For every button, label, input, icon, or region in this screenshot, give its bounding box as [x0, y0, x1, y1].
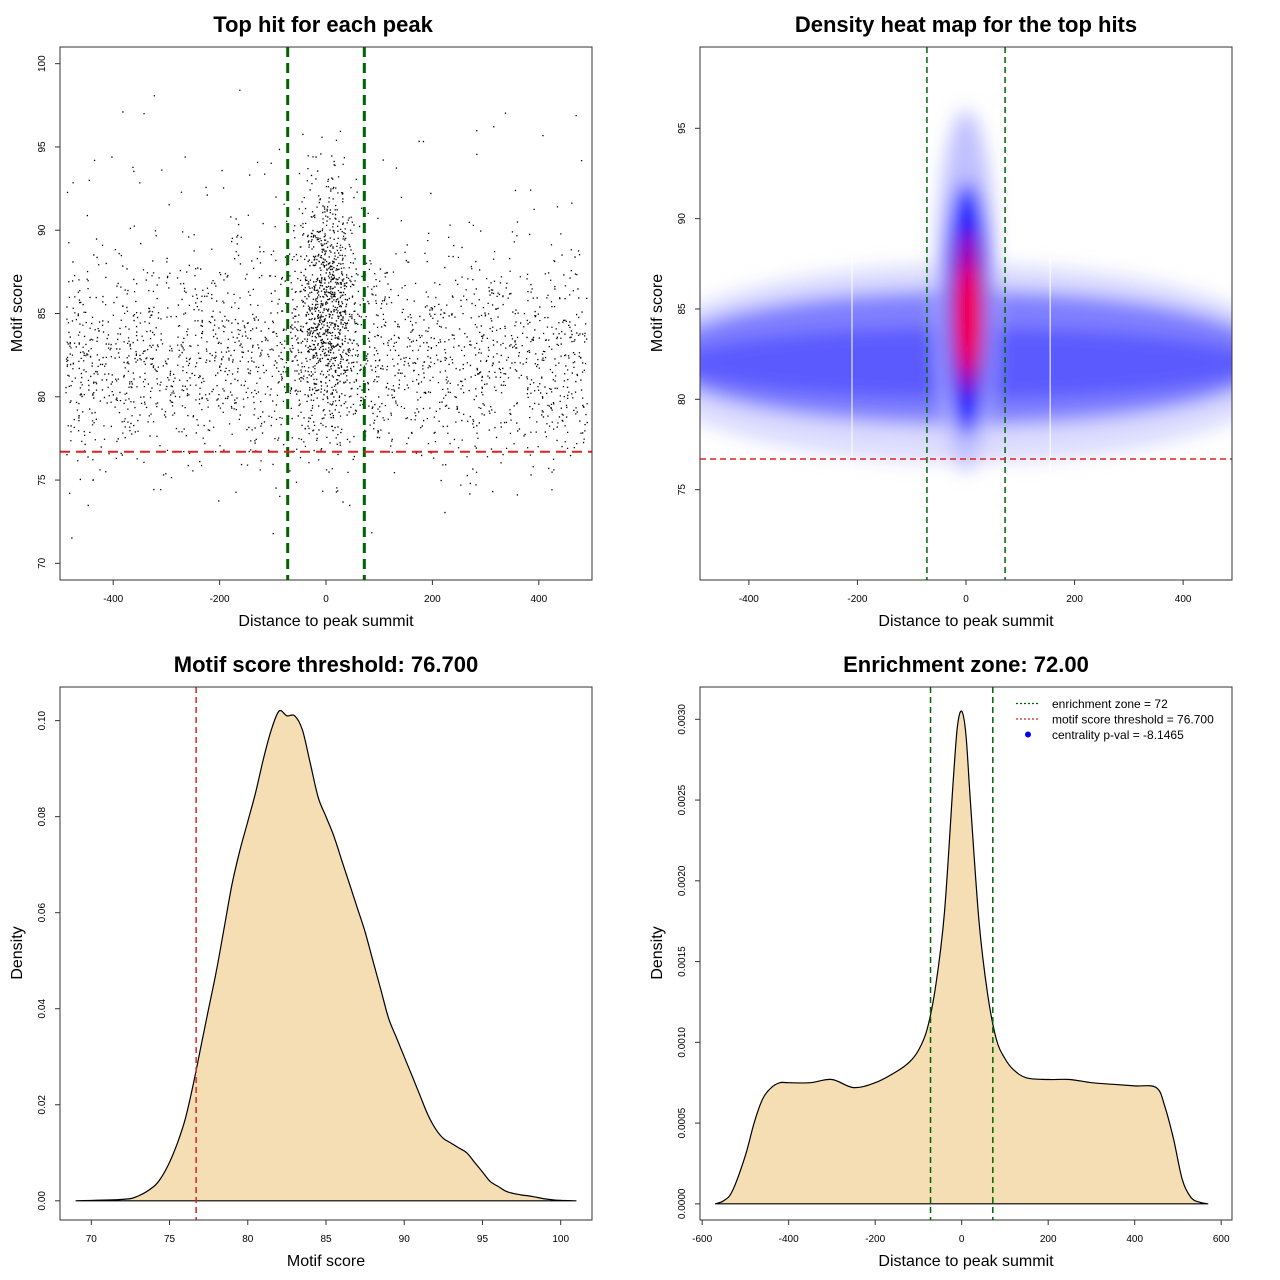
density-area	[714, 710, 1209, 1205]
y-axis-label: Motif score	[9, 274, 26, 352]
density-layers	[700, 110, 1232, 472]
x-tick-label: 400	[1175, 594, 1192, 605]
x-axis-label: Distance to peak summit	[238, 613, 414, 630]
chart-title: Enrichment zone: 72.00	[843, 652, 1089, 677]
x-tick-label: 70	[86, 1234, 98, 1245]
x-tick-label: -400	[103, 594, 123, 605]
x-tick-label: 80	[242, 1234, 254, 1245]
y-axis: 75 80 85 90 95	[677, 122, 700, 495]
reference-lines	[929, 687, 994, 1220]
y-tick-label: 0.0010	[677, 1027, 688, 1058]
x-tick-label: 100	[552, 1234, 569, 1245]
y-tick-label: 90	[677, 213, 688, 225]
y-axis: 0.00 0.02 0.04 0.06 0.08 0.10	[37, 710, 60, 1211]
x-tick-label: 0	[323, 594, 329, 605]
x-tick-label: 0	[959, 1234, 965, 1245]
x-tick-label: -400	[779, 1234, 799, 1245]
chart-title: Top hit for each peak	[213, 12, 433, 37]
chart-title: Motif score threshold: 76.700	[174, 652, 478, 677]
x-axis-label: Motif score	[287, 1253, 365, 1270]
x-tick-label: 85	[320, 1234, 332, 1245]
panel-scatter: Top hit for each peak Distance to peak s…	[9, 12, 593, 630]
legend-marker	[1025, 731, 1031, 738]
y-tick-label: 85	[37, 308, 48, 320]
x-axis-label: Distance to peak summit	[878, 613, 1054, 630]
plot-frame	[699, 686, 1233, 1221]
y-axis: 0.0000 0.0005 0.0010 0.0015 0.0020 0.0025 0.00…	[677, 704, 700, 1219]
y-tick-label: 95	[37, 141, 48, 153]
heatmap-density	[700, 110, 1232, 472]
scatter-point	[65, 89, 588, 539]
y-tick-label: 0.00	[37, 1191, 48, 1211]
legend: enrichment zone = 72 motif score threshol…	[1016, 697, 1214, 742]
plot-frame	[59, 46, 593, 581]
x-axis: -400 -200 0 200 400	[739, 580, 1192, 605]
panel-distance-density: Enrichment zone: 72.00 Distance to peak …	[649, 652, 1233, 1270]
reference-lines	[700, 47, 1232, 580]
y-tick-label: 90	[37, 224, 48, 236]
y-axis-label: Density	[649, 926, 666, 979]
y-tick-label: 95	[677, 122, 688, 134]
y-tick-label: 0.06	[37, 903, 48, 923]
x-axis: 70 75 80 85 90 95 100	[86, 1220, 569, 1245]
x-tick-label: -200	[865, 1234, 885, 1245]
scatter-points	[65, 89, 588, 539]
plot-frame	[699, 46, 1233, 581]
legend-label: motif score threshold = 76.700	[1052, 713, 1214, 727]
y-tick-label: 80	[677, 393, 688, 405]
y-tick-label: 0.0015	[677, 946, 688, 977]
y-tick-label: 0.04	[37, 999, 48, 1019]
x-tick-label: 200	[1066, 594, 1083, 605]
y-tick-label: 0.08	[37, 806, 48, 826]
legend-label: enrichment zone = 72	[1052, 697, 1168, 711]
x-tick-label: 200	[424, 594, 441, 605]
x-tick-label: 200	[1040, 1234, 1057, 1245]
y-tick-label: 0.0005	[677, 1107, 688, 1138]
y-tick-label: 0.0020	[677, 865, 688, 896]
x-tick-label: -200	[210, 594, 230, 605]
y-axis-label: Density	[9, 926, 26, 979]
x-tick-label: 400	[1126, 1234, 1143, 1245]
x-tick-label: -600	[692, 1234, 712, 1245]
y-axis-label: Motif score	[649, 274, 666, 352]
x-tick-label: -400	[739, 594, 759, 605]
x-axis-label: Distance to peak summit	[878, 1253, 1054, 1270]
y-tick-label: 75	[37, 474, 48, 486]
y-tick-label: 85	[677, 303, 688, 315]
y-tick-label: 0.0025	[677, 784, 688, 815]
panel-heatmap: Density heat map for the top hits Distan…	[649, 12, 1233, 630]
y-axis: 70 75 80 85 90 95 100	[37, 55, 60, 569]
y-tick-label: 70	[37, 557, 48, 569]
reference-lines	[60, 47, 592, 580]
x-tick-label: 95	[477, 1234, 489, 1245]
y-tick-label: 80	[37, 391, 48, 403]
panel-score-density: Motif score threshold: 76.700 Motif scor…	[9, 652, 593, 1270]
x-tick-label: 75	[164, 1234, 176, 1245]
y-tick-label: 100	[37, 55, 48, 72]
y-tick-label: 0.0000	[677, 1188, 688, 1219]
x-tick-label: -200	[847, 594, 867, 605]
chart-title: Density heat map for the top hits	[795, 12, 1137, 37]
y-tick-label: 0.0030	[677, 704, 688, 735]
density-area	[75, 709, 577, 1202]
x-tick-label: 400	[530, 594, 547, 605]
x-axis: -600 -400 -200 0 200 400 600	[692, 1220, 1230, 1245]
y-tick-label: 0.02	[37, 1095, 48, 1115]
x-axis: -400 -200 0 200 400	[103, 580, 548, 605]
x-tick-label: 90	[399, 1234, 411, 1245]
legend-label: centrality p-val = -8.1465	[1052, 728, 1184, 742]
density-core	[957, 263, 980, 373]
plot-frame	[59, 686, 593, 1221]
x-tick-label: 600	[1213, 1234, 1230, 1245]
y-tick-label: 0.10	[37, 710, 48, 730]
x-tick-label: 0	[963, 594, 969, 605]
y-tick-label: 75	[677, 484, 688, 496]
